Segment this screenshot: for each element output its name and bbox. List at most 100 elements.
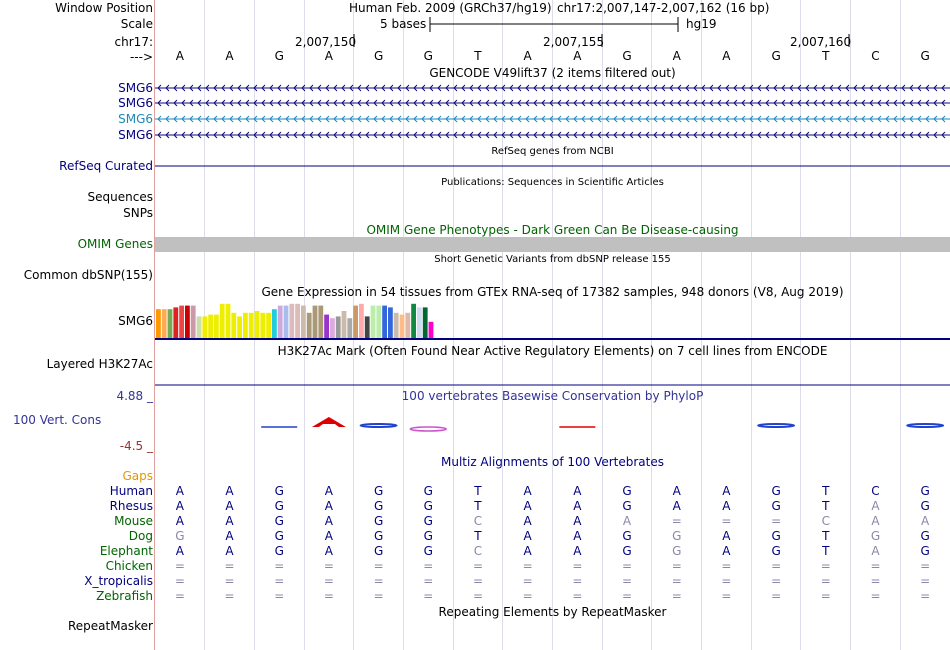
gtex-tissue-bar — [295, 303, 300, 338]
alignment-base: C — [473, 544, 483, 558]
gencode-gene-label-1[interactable]: SMG6 — [118, 81, 153, 95]
alignment-base: = — [572, 559, 583, 573]
alignment-base: G — [672, 529, 682, 543]
phylop-title: 100 vertebrates Basewise Conservation by… — [401, 389, 704, 403]
gtex-tissue-bar — [202, 316, 208, 338]
ruler-base: A — [523, 49, 532, 63]
ruler-base: G — [920, 49, 930, 63]
gtex-tissue-bar — [411, 303, 416, 338]
ruler-base: T — [822, 49, 830, 63]
species-label[interactable]: Dog — [128, 529, 153, 543]
alignment-base: G — [771, 499, 781, 513]
alignment-base: G — [423, 514, 433, 528]
gencode-gene-label-4[interactable]: SMG6 — [118, 128, 153, 142]
alignment-base: G — [423, 529, 433, 543]
alignment-base: A — [921, 514, 930, 528]
alignment-base: T — [822, 544, 830, 558]
alignment-base: = — [622, 589, 633, 603]
db-text: hg19 — [686, 17, 717, 31]
gtex-tissue-bar — [417, 307, 422, 338]
alignment-base: G — [423, 499, 433, 513]
gtex-tissue-bar — [190, 305, 196, 338]
dbsnp-label[interactable]: Common dbSNP(155) — [23, 268, 153, 282]
species-label[interactable]: Chicken — [105, 559, 153, 573]
gtex-tissue-bar — [214, 314, 219, 338]
alignment-base: = — [721, 589, 732, 603]
alignment-base: G — [373, 514, 384, 528]
alignment-base: A — [573, 544, 582, 558]
gridline — [701, 0, 702, 650]
coord-tick-3: 2,007,160 — [790, 35, 852, 49]
species-label[interactable]: Zebrafish — [96, 589, 153, 603]
alignment-base: = — [224, 559, 235, 573]
alignment-base: A — [523, 499, 532, 513]
alignment-base: T — [474, 529, 482, 543]
alignment-base: = — [771, 514, 782, 528]
strand-arrow-label: ---> — [129, 50, 153, 64]
omim-label[interactable]: OMIM Genes — [77, 237, 153, 251]
repeatmasker-label[interactable]: RepeatMasker — [67, 619, 153, 633]
phylop-label[interactable]: 100 Vert. Cons — [13, 413, 102, 427]
gtex-tissue-bar — [283, 305, 289, 338]
sequences-label[interactable]: Sequences — [87, 190, 153, 204]
alignment-base: = — [323, 589, 334, 603]
species-label[interactable]: Human — [109, 484, 153, 498]
gaps-label[interactable]: Gaps — [122, 469, 153, 483]
alignment-base: G — [920, 499, 930, 513]
alignment-base: T — [822, 529, 830, 543]
h3k27ac-title: H3K27Ac Mark (Often Found Near Active Re… — [277, 344, 828, 358]
species-label[interactable]: Rhesus — [109, 499, 153, 513]
ruler-base: C — [871, 49, 880, 63]
gtex-tissue-bar — [330, 318, 335, 338]
omim-feature-bar[interactable] — [155, 237, 950, 252]
gtex-tissue-bar — [422, 307, 428, 338]
gtex-tissue-bar — [359, 303, 364, 338]
gtex-title: Gene Expression in 54 tissues from GTEx … — [261, 285, 844, 299]
gtex-tissue-bar — [324, 314, 329, 338]
alignment-base: = — [224, 589, 235, 603]
snps-label[interactable]: SNPs — [123, 206, 153, 220]
gtex-tissue-bar — [208, 314, 213, 338]
gtex-tissue-bar — [388, 307, 393, 338]
ruler-base: A — [324, 49, 334, 63]
alignment-base: = — [323, 559, 334, 573]
alignment-base: G — [622, 529, 632, 543]
alignment-base: A — [871, 544, 880, 558]
gtex-tissue-bar — [277, 305, 283, 338]
alignment-base: = — [423, 589, 434, 603]
species-label[interactable]: X_tropicalis — [84, 574, 153, 588]
alignment-base: G — [373, 484, 384, 498]
gencode-gene-label-2[interactable]: SMG6 — [118, 96, 153, 110]
h3k27ac-label[interactable]: Layered H3K27Ac — [46, 357, 153, 371]
ruler-base: A — [225, 49, 234, 63]
gtex-tissue-bar — [260, 312, 266, 338]
alignment-base: = — [274, 559, 285, 573]
alignment-base: G — [274, 529, 284, 543]
omim-title: OMIM Gene Phenotypes - Dark Green Can Be… — [366, 223, 739, 237]
gridline — [900, 0, 901, 650]
refseq-label[interactable]: RefSeq Curated — [59, 159, 153, 173]
alignment-base: A — [225, 499, 234, 513]
alignment-base: = — [472, 574, 483, 588]
gtex-tissue-bar — [161, 309, 167, 338]
alignment-base: A — [324, 484, 334, 498]
alignment-base: = — [572, 574, 583, 588]
alignment-base: A — [324, 499, 334, 513]
alignment-base: G — [771, 529, 781, 543]
alignment-base: G — [423, 484, 433, 498]
gtex-label[interactable]: SMG6 — [118, 314, 153, 328]
species-label[interactable]: Elephant — [99, 544, 153, 558]
alignment-base: G — [622, 484, 632, 498]
ruler-base: A — [175, 49, 184, 63]
gencode-gene-label-3[interactable]: SMG6 — [118, 112, 153, 126]
alignment-base: = — [373, 589, 384, 603]
alignment-base: = — [522, 574, 533, 588]
gene-strand-chevrons — [157, 99, 946, 107]
gtex-tissue-bar — [167, 309, 173, 338]
alignment-base: = — [870, 574, 881, 588]
gtex-tissue-bar — [289, 303, 295, 338]
species-label[interactable]: Mouse — [114, 514, 153, 528]
dbsnp-title: Short Genetic Variants from dbSNP releas… — [434, 254, 671, 265]
gtex-tissue-bar — [306, 312, 312, 338]
